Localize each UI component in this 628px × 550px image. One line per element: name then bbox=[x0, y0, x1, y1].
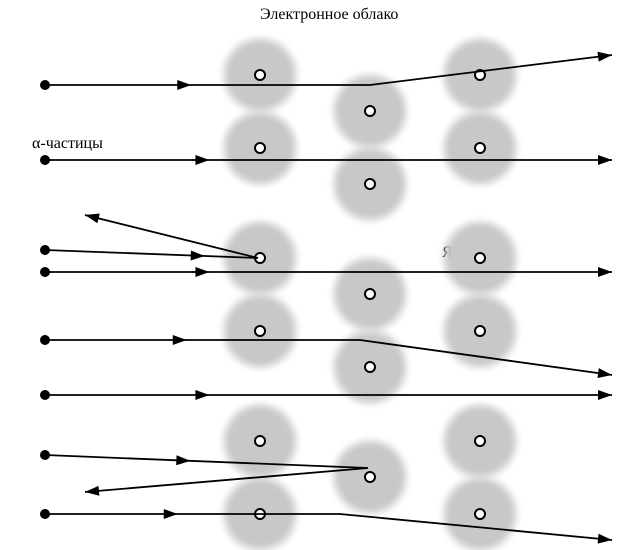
nucleus bbox=[474, 325, 486, 337]
arrowhead-icon bbox=[598, 267, 612, 277]
diagram-canvas: Электронное облако α-частицы Ядро bbox=[0, 0, 628, 550]
particle-trajectories bbox=[0, 0, 628, 550]
nucleus bbox=[474, 508, 486, 520]
arrowhead-icon bbox=[597, 52, 612, 62]
alpha-source bbox=[40, 450, 50, 460]
nucleus bbox=[474, 252, 486, 264]
arrowhead-icon bbox=[598, 534, 612, 544]
alpha-source bbox=[40, 509, 50, 519]
trajectory bbox=[45, 340, 612, 375]
arrowhead-icon bbox=[176, 455, 190, 465]
nucleus bbox=[254, 252, 266, 264]
arrowhead-icon bbox=[195, 155, 209, 165]
nucleus bbox=[364, 288, 376, 300]
arrowhead-icon bbox=[598, 390, 612, 400]
label-alpha-particles: α-частицы bbox=[32, 135, 103, 153]
nucleus bbox=[254, 508, 266, 520]
alpha-source bbox=[40, 80, 50, 90]
arrowhead-icon bbox=[598, 155, 612, 165]
alpha-source bbox=[40, 155, 50, 165]
alpha-source bbox=[40, 335, 50, 345]
nucleus bbox=[364, 178, 376, 190]
label-electron-cloud: Электронное облако bbox=[260, 6, 398, 24]
arrowhead-icon bbox=[195, 267, 209, 277]
arrowhead-icon bbox=[173, 335, 187, 345]
nucleus bbox=[364, 105, 376, 117]
trajectory bbox=[45, 55, 612, 85]
arrowhead-icon bbox=[597, 368, 612, 378]
arrowhead-icon bbox=[191, 250, 205, 260]
trajectory bbox=[45, 514, 612, 540]
nucleus bbox=[474, 142, 486, 154]
nucleus bbox=[474, 69, 486, 81]
nucleus bbox=[254, 69, 266, 81]
arrowhead-icon bbox=[85, 486, 99, 496]
arrowhead-icon bbox=[164, 509, 178, 519]
alpha-source bbox=[40, 245, 50, 255]
alpha-source bbox=[40, 267, 50, 277]
nucleus bbox=[254, 142, 266, 154]
arrowhead-icon bbox=[195, 390, 209, 400]
nucleus bbox=[474, 435, 486, 447]
arrowhead-icon bbox=[85, 214, 100, 224]
nucleus bbox=[254, 325, 266, 337]
nucleus bbox=[364, 471, 376, 483]
arrowhead-icon bbox=[177, 80, 191, 90]
trajectory bbox=[45, 455, 368, 492]
alpha-source bbox=[40, 390, 50, 400]
nucleus bbox=[254, 435, 266, 447]
nucleus bbox=[364, 361, 376, 373]
